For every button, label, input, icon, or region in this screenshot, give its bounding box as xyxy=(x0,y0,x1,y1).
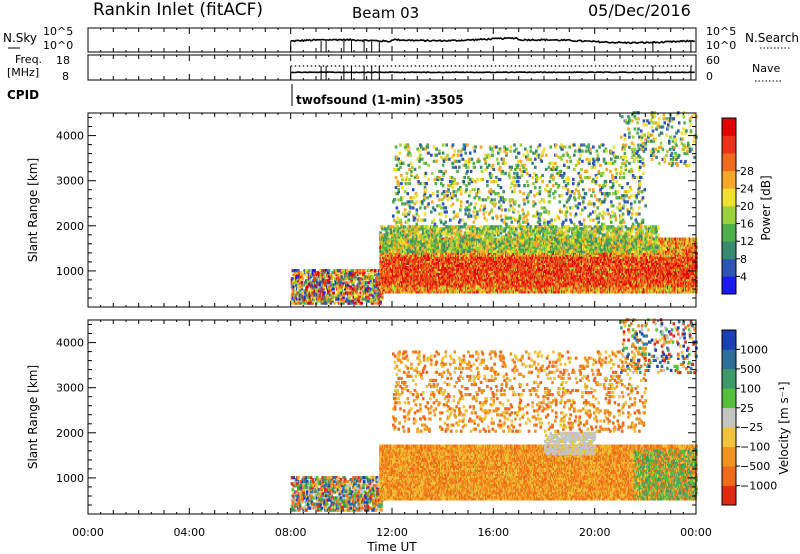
noise-sky-label: N.Sky xyxy=(3,31,37,45)
heatmap-cell xyxy=(374,269,377,272)
power-heatmap xyxy=(291,111,698,305)
freq-trace xyxy=(291,72,695,73)
cpid-label: CPID xyxy=(7,88,39,102)
heatmap-cell xyxy=(371,275,374,278)
noise-drops xyxy=(291,41,691,80)
beam-label: Beam 03 xyxy=(352,4,419,22)
date-label: 05/Dec/2016 xyxy=(588,1,691,20)
station-title: Rankin Inlet (fitACF) xyxy=(93,0,263,20)
noise-right-tick-bottom: 10^0 xyxy=(706,39,736,52)
heatmap-cell xyxy=(368,269,371,272)
freq-left-tick-top: 18 xyxy=(56,54,70,67)
noise-search-label: N.Search xyxy=(745,31,799,45)
figure: Rankin Inlet (fitACF) Beam 03 05/Dec/201… xyxy=(0,0,800,554)
heatmap-cell xyxy=(328,269,331,272)
heatmap-cell xyxy=(372,296,375,299)
freq-right-tick-bottom: 0 xyxy=(706,70,713,83)
heatmap-cell xyxy=(363,269,366,272)
heatmap-cell xyxy=(332,291,335,294)
heatmap-cell xyxy=(348,281,351,284)
freq-panel: Freq. [MHz] 18 8 60 0 Nave xyxy=(7,53,782,83)
heatmap-cell xyxy=(381,296,384,299)
noise-left-tick-bottom: 10^0 xyxy=(43,39,73,52)
freq-unit-label: [MHz] xyxy=(7,66,39,79)
heatmap-cell xyxy=(376,281,379,284)
heatmap-cell xyxy=(369,293,372,296)
heatmap-cell xyxy=(302,277,305,280)
noise-left-tick-top: 10^5 xyxy=(43,25,73,38)
heatmap-cell xyxy=(360,302,363,305)
nave-label: Nave xyxy=(752,62,780,75)
freq-left-tick-bottom: 8 xyxy=(62,70,69,83)
cpid-program: twofsound (1-min) -3505 xyxy=(296,93,464,107)
noise-right-tick-top: 10^5 xyxy=(706,25,736,38)
freq-right-tick-top: 60 xyxy=(706,54,720,67)
heatmap-cell xyxy=(323,275,326,278)
heatmap-cell xyxy=(308,269,311,272)
freq-label: Freq. xyxy=(15,53,42,66)
heatmap-cell xyxy=(374,289,377,292)
heatmap-cell xyxy=(374,302,377,305)
